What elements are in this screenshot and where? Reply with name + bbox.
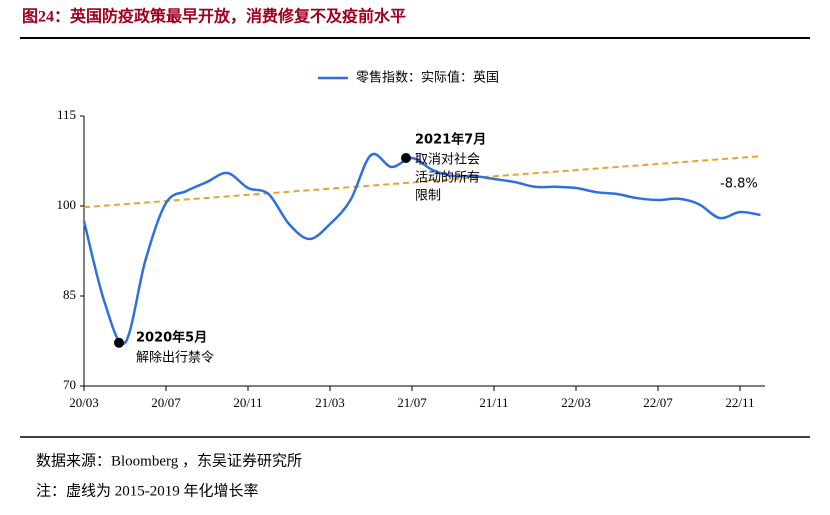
y-tick-label: 100 (57, 197, 77, 212)
y-tick-label: 70 (63, 377, 76, 392)
annotation-text: 解除出行禁令 (136, 351, 214, 366)
x-tick-label: 21/11 (479, 395, 508, 410)
x-tick-label: 20/03 (69, 395, 99, 410)
title: 图24：英国防疫政策最早开放，消费修复不及疫前水平 (22, 7, 406, 26)
x-tick-label: 21/07 (397, 395, 427, 410)
y-tick-label: 85 (63, 287, 76, 302)
annotation-title: 2021年7月 (415, 132, 486, 148)
x-tick-label: 22/03 (561, 395, 591, 410)
annotation-title: 2020年5月 (136, 330, 207, 346)
note: 注：虚线为 2015-2019 年化增长率 (36, 482, 259, 499)
line-series (82, 152, 761, 346)
annotation-point (114, 337, 124, 348)
annotation-point (401, 153, 411, 163)
legend-label: 零售指数：实际值：英国 (356, 70, 499, 86)
y-tick-label: 115 (57, 107, 76, 122)
x-tick-label: 21/03 (315, 395, 345, 410)
x-tick-label: 20/11 (233, 395, 262, 410)
x-tick-label: 22/07 (643, 395, 673, 410)
annotation-text: 限制 (415, 189, 441, 204)
trend-line (83, 155, 761, 209)
annotation-title: -8.8% (720, 177, 758, 192)
annotation-text: 取消对社会 (415, 152, 480, 168)
annotation-text: 活动的所有 (415, 170, 480, 186)
x-tick-label: 22/11 (725, 395, 754, 410)
x-tick-label: 20/07 (151, 395, 181, 410)
source: 数据来源：Bloomberg ，东吴证券研究所 (36, 452, 302, 469)
